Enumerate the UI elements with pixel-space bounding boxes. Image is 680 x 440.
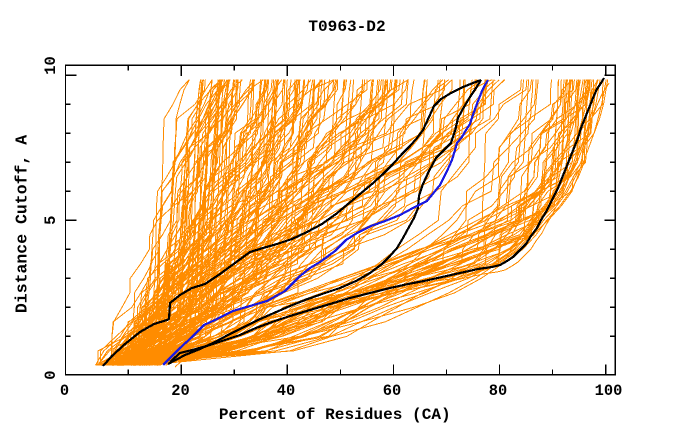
svg-text:0: 0 — [60, 382, 69, 400]
svg-text:0: 0 — [42, 370, 60, 379]
svg-text:20: 20 — [171, 382, 189, 400]
svg-text:100: 100 — [595, 382, 623, 400]
svg-text:60: 60 — [383, 382, 401, 400]
svg-text:T0963-D2: T0963-D2 — [308, 18, 385, 36]
svg-text:Distance Cutoff, A: Distance Cutoff, A — [13, 135, 32, 313]
svg-text:10: 10 — [42, 56, 60, 74]
svg-text:5: 5 — [42, 216, 60, 225]
svg-text:40: 40 — [277, 382, 295, 400]
svg-text:80: 80 — [489, 382, 507, 400]
svg-text:Percent of Residues (CA): Percent of Residues (CA) — [219, 406, 451, 424]
